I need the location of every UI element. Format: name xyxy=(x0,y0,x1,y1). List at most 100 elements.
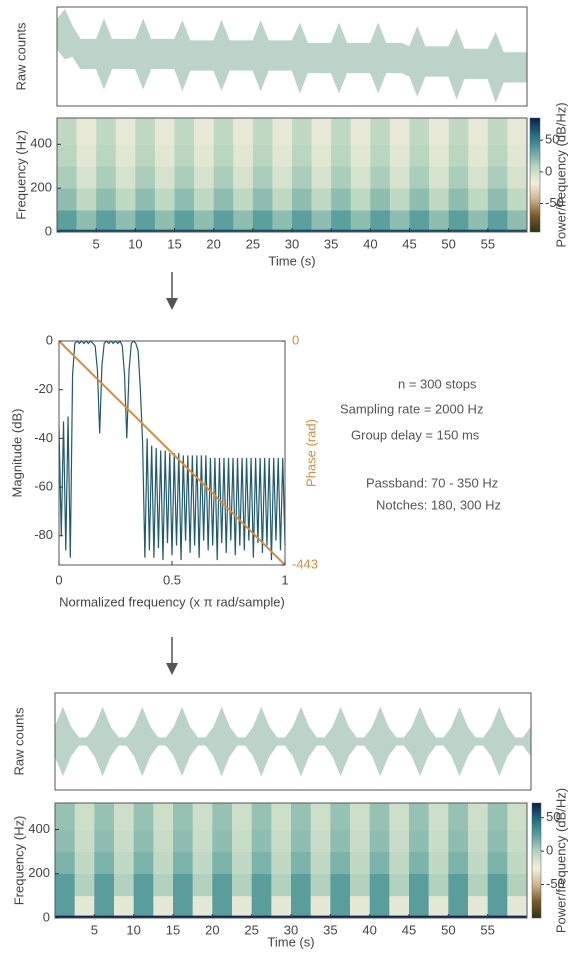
heatmap-cell xyxy=(96,188,117,211)
heatmap-cell xyxy=(370,144,391,167)
x-tick-label: 25 xyxy=(246,236,260,251)
heatmap-cell xyxy=(370,210,391,230)
x-tick-label: 20 xyxy=(206,236,220,251)
heatmap-cell xyxy=(115,188,136,211)
heatmap-cell xyxy=(350,166,371,189)
heatmap-cell xyxy=(311,210,332,230)
x-tick-label: 5 xyxy=(91,922,98,937)
heatmap-cell xyxy=(174,166,195,189)
colorbar-tick-label: -50 xyxy=(546,876,565,891)
heatmap-cell xyxy=(370,188,391,211)
heatmap-cell xyxy=(55,873,75,897)
heatmap-cell xyxy=(55,851,75,875)
heatmap-cell xyxy=(232,829,252,852)
heatmap-cell xyxy=(468,118,489,145)
heatmap-cell xyxy=(96,210,117,230)
heatmap-cell xyxy=(57,188,77,211)
heatmap-cell xyxy=(487,915,508,919)
heatmap-cell xyxy=(173,895,193,916)
heatmap-cell xyxy=(409,118,430,145)
x-tick-label: 45 xyxy=(402,236,416,251)
y-tick-label: 200 xyxy=(28,865,50,880)
heatmap-cell xyxy=(133,873,154,897)
x-tick-label: 5 xyxy=(93,236,100,251)
heatmap-cell xyxy=(350,229,371,233)
y-axis-label: Raw counts xyxy=(11,707,26,775)
heatmap-cell xyxy=(212,895,233,916)
heatmap-cell xyxy=(252,229,273,233)
heatmap-cell xyxy=(194,118,214,145)
heatmap-cell xyxy=(213,166,234,189)
heatmap-cell xyxy=(173,803,193,830)
heatmap-cell xyxy=(94,915,115,919)
y2-tick-label: -443 xyxy=(292,556,318,571)
heatmap-cell xyxy=(194,144,214,167)
heatmap-cell xyxy=(74,873,95,897)
heatmap-cell xyxy=(192,915,213,919)
heatmap-cell xyxy=(213,229,234,233)
heatmap-cell xyxy=(350,851,370,875)
heatmap-cell xyxy=(350,210,371,230)
heatmap-cell xyxy=(369,915,390,919)
heatmap-cell xyxy=(114,895,134,916)
heatmap-cell xyxy=(194,166,214,189)
x-tick-label: 0.5 xyxy=(163,572,181,587)
heatmap-cell xyxy=(310,829,331,852)
heatmap-cell xyxy=(448,229,469,233)
heatmap-cell xyxy=(389,915,410,919)
heatmap-cell xyxy=(76,229,97,233)
colorbar-tick-label: 0 xyxy=(546,843,553,858)
heatmap-cell xyxy=(96,166,117,189)
heatmap-cell xyxy=(192,895,213,916)
heatmap-cell xyxy=(94,873,115,897)
heatmap-cell xyxy=(350,803,370,830)
heatmap-cell xyxy=(232,851,252,875)
heatmap-cell xyxy=(468,210,489,230)
heatmap-cell xyxy=(154,210,175,230)
y-tick-label: 0 xyxy=(43,909,50,924)
heatmap-cell xyxy=(252,210,273,230)
heatmap-cell xyxy=(94,851,115,875)
heatmap-cell xyxy=(468,144,489,167)
x-tick-label: 50 xyxy=(441,922,455,937)
x-tick-label: 55 xyxy=(481,236,495,251)
heatmap-cell xyxy=(57,229,77,233)
y-tick-label: -40 xyxy=(34,430,53,445)
heatmap-cell xyxy=(115,229,136,233)
heatmap-cell xyxy=(115,210,136,230)
heatmap-cell xyxy=(153,851,174,875)
heatmap-cell xyxy=(233,118,254,145)
signal-envelope xyxy=(54,706,532,777)
heatmap-cell xyxy=(310,851,331,875)
heatmap-cell xyxy=(55,895,75,916)
heatmap-cell xyxy=(272,188,293,211)
heatmap-cell xyxy=(331,144,352,167)
colorbar-label: Power/frequency (dB/Hz) xyxy=(553,788,568,933)
heatmap-cell xyxy=(192,873,213,897)
heatmap-cell xyxy=(311,229,332,233)
x-tick-label: 15 xyxy=(166,922,180,937)
heatmap-cell xyxy=(507,915,528,919)
y2-tick-label: 0 xyxy=(292,332,299,347)
heatmap-cell xyxy=(487,144,508,167)
heatmap-cell xyxy=(251,851,272,875)
heatmap-cell xyxy=(154,144,175,167)
heatmap-cell xyxy=(389,873,410,897)
x-tick-label: 30 xyxy=(285,236,299,251)
y-tick-label: 0 xyxy=(46,332,53,347)
heatmap-cell xyxy=(114,829,134,852)
heatmap-cell xyxy=(291,895,311,916)
heatmap-cell xyxy=(428,803,449,830)
heatmap-cell xyxy=(292,188,312,211)
heatmap-cell xyxy=(429,144,449,167)
x-tick-label: 50 xyxy=(441,236,455,251)
heatmap-cell xyxy=(350,829,370,852)
heatmap-cell xyxy=(173,915,193,919)
heatmap-cell xyxy=(76,118,97,145)
heatmap-cell xyxy=(76,188,97,211)
heatmap-cell xyxy=(133,851,154,875)
heatmap-cell xyxy=(174,210,195,230)
heatmap-cell xyxy=(114,851,134,875)
heatmap-cell xyxy=(487,873,508,897)
heatmap-cell xyxy=(76,210,97,230)
